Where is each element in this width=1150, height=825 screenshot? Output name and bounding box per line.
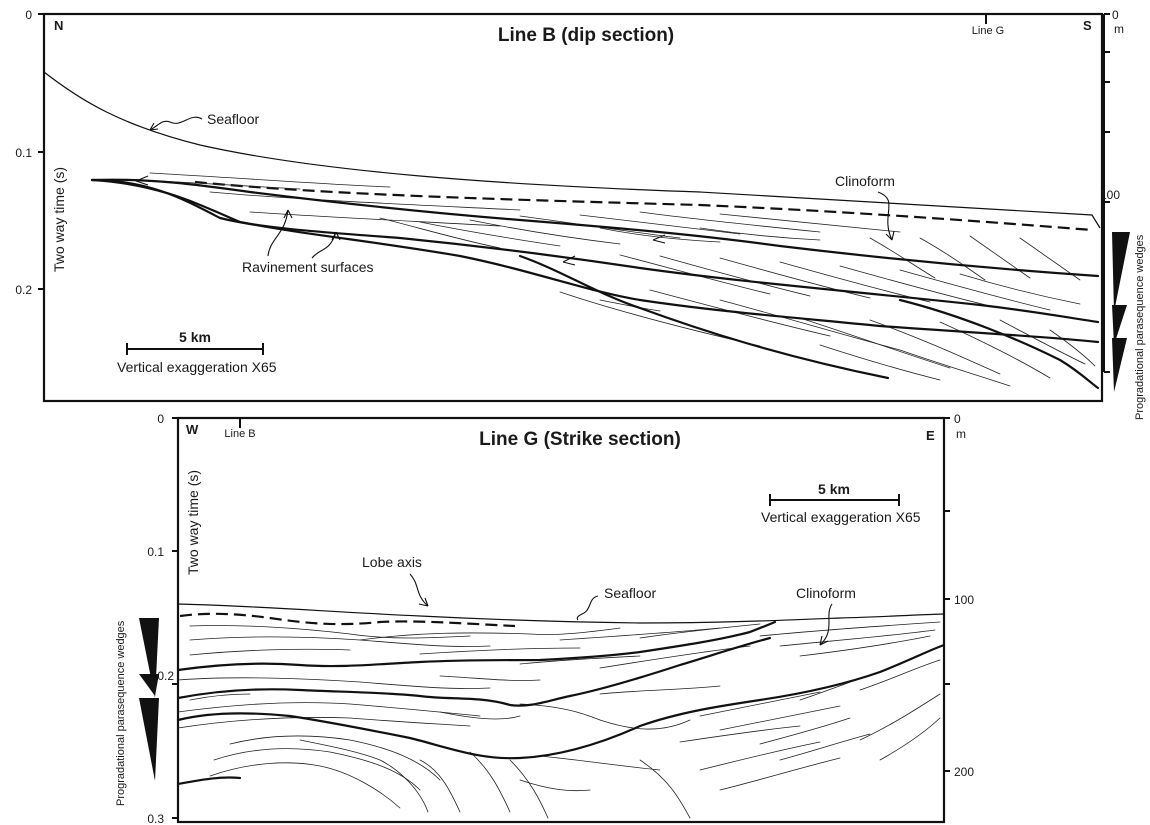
line-g-time-tick-label-3: 0.3 bbox=[147, 812, 164, 825]
line-b-wedge-2 bbox=[1112, 305, 1127, 345]
line-b-ravinement-3 bbox=[90, 178, 1100, 344]
line-b-ravinement-2 bbox=[90, 178, 1100, 324]
line-b-ravinement-arrow-1 bbox=[267, 209, 289, 257]
line-b-onlap-arrowhead-2 bbox=[562, 255, 576, 266]
line-g-wedge-3 bbox=[139, 698, 159, 781]
line-g-seafloor-label: Seafloor bbox=[604, 585, 656, 601]
line-g-corner-west: W bbox=[186, 422, 199, 437]
line-g-scale-bar-label: 5 km bbox=[818, 481, 850, 497]
line-b-seafloor-arrowhead bbox=[149, 122, 159, 131]
line-g-title: Line G (Strike section) bbox=[479, 429, 681, 450]
line-g-frame bbox=[176, 416, 946, 824]
line-g-time-axis-label: Two way time (s) bbox=[185, 470, 201, 575]
line-g-clinoform-arrowhead bbox=[819, 635, 829, 646]
line-b-clinoform-label: Clinoform bbox=[835, 173, 895, 189]
line-b-frame bbox=[42, 12, 1104, 403]
line-b-time-tick-label-1: 0.1 bbox=[15, 146, 32, 160]
line-b-clinoform-arrow bbox=[877, 191, 893, 241]
line-b-corner-north: N bbox=[54, 18, 63, 33]
line-b-wedge-1 bbox=[1112, 232, 1130, 312]
line-b-clinoform-arrowhead bbox=[885, 230, 895, 241]
line-b-seafloor bbox=[43, 71, 1101, 229]
line-g-corner-east: E bbox=[926, 428, 935, 443]
line-b-time-tick-label-0: 0 bbox=[25, 8, 32, 22]
line-g-depth-unit: m bbox=[956, 427, 966, 441]
line-g-depth-tick-label-100: 100 bbox=[954, 593, 974, 607]
line-g-surface-2 bbox=[176, 636, 772, 707]
line-g-panel: 0 0.1 0.2 0.3 Two way time (s) 0 m 100 2… bbox=[115, 412, 974, 825]
line-b-seafloor-label: Seafloor bbox=[207, 111, 259, 127]
line-b-time-tick-label-2: 0.2 bbox=[15, 283, 32, 297]
line-b-dashed-reflector bbox=[194, 180, 1093, 232]
line-g-exaggeration: Vertical exaggeration X65 bbox=[761, 509, 921, 525]
line-g-surface-4 bbox=[176, 776, 242, 786]
line-b-title: Line B (dip section) bbox=[498, 25, 674, 46]
line-b-onlap-arrowhead-1 bbox=[135, 175, 149, 186]
line-g-dashed-reflector bbox=[179, 612, 516, 628]
line-b-depth-tick-label-100: 100 bbox=[1100, 188, 1120, 202]
line-b-time-axis-label: Two way time (s) bbox=[51, 167, 67, 272]
line-g-wedge-2 bbox=[139, 674, 159, 696]
line-b-depth-unit: m bbox=[1114, 22, 1124, 36]
line-b-thin-reflectors bbox=[141, 172, 1096, 387]
line-b-seafloor-arrow bbox=[149, 116, 203, 131]
line-g-tie-line-label: Line B bbox=[224, 428, 255, 440]
line-g-clinoform-label: Clinoform bbox=[796, 585, 856, 601]
line-b-tie-line-label: Line G bbox=[972, 25, 1004, 37]
line-g-depth-tick-label-0: 0 bbox=[954, 412, 961, 426]
line-b-corner-south: S bbox=[1083, 18, 1092, 33]
line-g-surface-1 bbox=[176, 620, 777, 672]
line-g-time-tick-label-2: 0.2 bbox=[157, 669, 174, 683]
line-b-panel: 0 0.1 0.2 Two way time (s) 0 m 100 Progr… bbox=[15, 8, 1146, 420]
line-b-onlap-arrowhead-3 bbox=[652, 234, 666, 244]
line-b-wedge-3 bbox=[1112, 338, 1127, 392]
line-g-lobe-axis-label: Lobe axis bbox=[362, 554, 422, 570]
line-g-clinoform-arrow bbox=[819, 603, 833, 646]
line-b-exaggeration: Vertical exaggeration X65 bbox=[117, 359, 277, 375]
line-b-ravinement-5 bbox=[898, 298, 1100, 390]
line-g-wedge-label: Progradational parasequence wedges bbox=[115, 620, 127, 806]
line-b-scale-bar-label: 5 km bbox=[179, 329, 211, 345]
line-g-time-tick-label-0: 0 bbox=[157, 412, 164, 426]
line-g-time-tick-label-1: 0.1 bbox=[147, 545, 164, 559]
line-b-ravinement-arrowhead-2 bbox=[331, 231, 341, 241]
line-g-thin-reflectors bbox=[177, 621, 941, 819]
line-b-ravinement-4 bbox=[518, 254, 890, 380]
line-g-seafloor bbox=[177, 603, 945, 624]
line-g-surface-3 bbox=[176, 643, 946, 760]
line-b-ravinement-label: Ravinement surfaces bbox=[242, 259, 374, 275]
line-g-depth-tick-label-200: 200 bbox=[954, 765, 974, 779]
line-b-depth-tick-label-0: 0 bbox=[1112, 8, 1119, 22]
line-g-seafloor-arrow bbox=[576, 595, 599, 621]
line-b-wedge-label: Progradational parasequence wedges bbox=[1134, 234, 1146, 420]
line-b-ravinement-1 bbox=[90, 178, 1100, 278]
line-g-lobe-axis-arrowhead bbox=[418, 597, 429, 607]
line-g-lobe-axis-arrow bbox=[409, 573, 429, 607]
line-b-ravinement-arrowhead-1 bbox=[283, 209, 293, 219]
